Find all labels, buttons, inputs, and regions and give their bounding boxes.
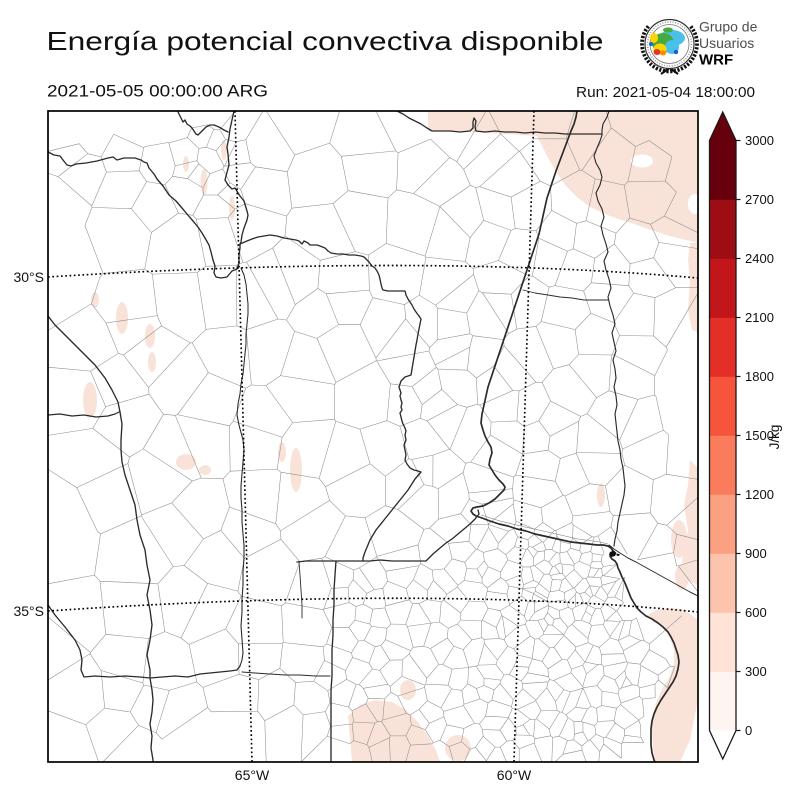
svg-text:1800: 1800 <box>745 369 774 384</box>
svg-text:3000: 3000 <box>745 133 774 148</box>
svg-text:Usuarios: Usuarios <box>699 35 754 51</box>
svg-text:300: 300 <box>745 664 767 679</box>
svg-text:2021-05-05 00:00:00 ARG: 2021-05-05 00:00:00 ARG <box>47 83 268 101</box>
svg-text:Grupo de: Grupo de <box>699 19 758 35</box>
svg-text:60°W: 60°W <box>497 767 532 783</box>
svg-text:900: 900 <box>745 546 767 561</box>
svg-text:0: 0 <box>745 723 752 738</box>
svg-text:30°S: 30°S <box>13 269 44 285</box>
svg-text:2400: 2400 <box>745 251 774 266</box>
svg-text:2700: 2700 <box>745 192 774 207</box>
svg-text:Run: 2021-05-04 18:00:00: Run: 2021-05-04 18:00:00 <box>576 84 755 101</box>
svg-text:Energía potencial convectiva d: Energía potencial convectiva disponible <box>47 26 604 56</box>
svg-text:35°S: 35°S <box>13 603 44 619</box>
svg-text:2100: 2100 <box>745 310 774 325</box>
svg-text:WRF: WRF <box>699 52 733 69</box>
svg-text:600: 600 <box>745 605 767 620</box>
svg-text:1500: 1500 <box>745 428 774 443</box>
svg-text:J/kg: J/kg <box>767 425 782 450</box>
svg-text:1200: 1200 <box>745 487 774 502</box>
svg-text:65°W: 65°W <box>235 767 270 783</box>
